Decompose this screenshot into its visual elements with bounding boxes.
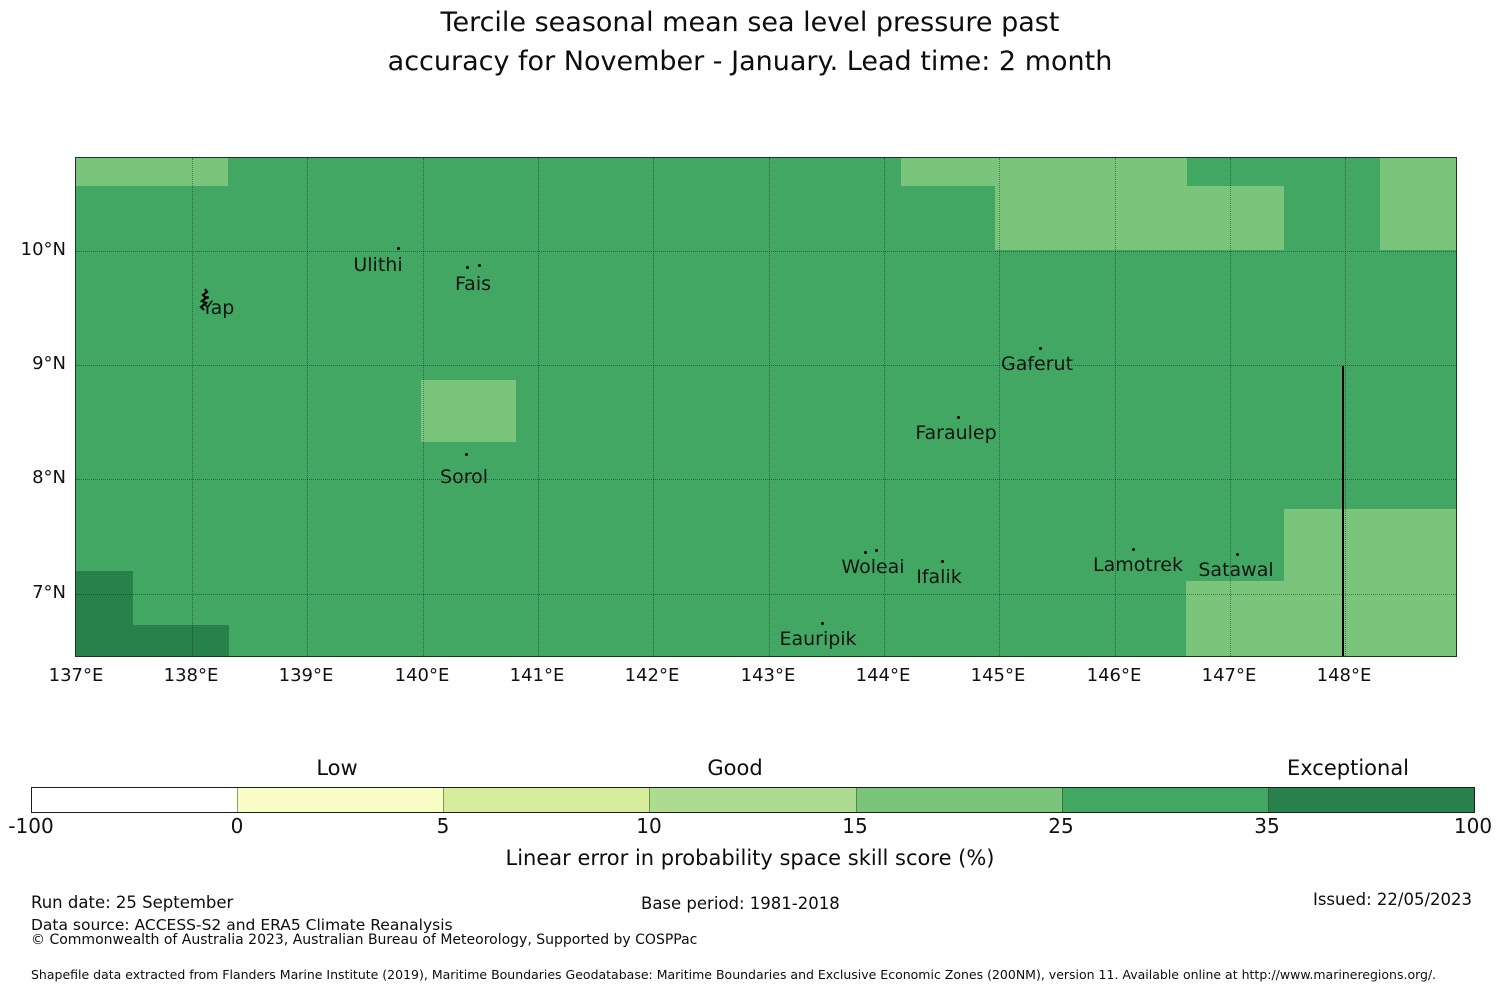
x-axis-tick-label: 144°E [855,665,911,686]
colorbar-zone-label: Low [316,756,358,780]
skill-cell-15-25 [995,158,1187,250]
footer-run-date: Run date: 25 September [31,893,234,912]
island-marker-dot [941,560,944,563]
y-axis-tick-label: 8°N [32,467,66,488]
footer-base-period: Base period: 1981-2018 [641,894,840,913]
island-label-sorol: Sorol [440,466,488,488]
colorbar-segment [443,788,650,812]
island-label-eauripik: Eauripik [779,628,857,650]
x-axis-tick-label: 148°E [1316,665,1372,686]
colorbar-tick-label: 5 [436,814,450,838]
gridline-vertical [1115,158,1116,656]
gridline-vertical [999,158,1000,656]
gridline-vertical [192,158,193,656]
colorbar-zone-label: Exceptional [1286,756,1410,780]
island-marker-dot [821,622,824,625]
skill-cell-15-25 [1187,186,1284,250]
y-axis-tick-label: 9°N [32,353,66,374]
colorbar-segment [855,788,1062,812]
island-label-ifalik: Ifalik [916,566,962,588]
footer-data-source: Data source: ACCESS-S2 and ERA5 Climate … [31,916,453,934]
colorbar-tick-label: -100 [8,814,54,838]
gridline-vertical [1230,158,1231,656]
colorbar-segment [1267,788,1474,812]
chart-title-line2: accuracy for November - January. Lead ti… [387,46,1113,77]
x-axis-tick-label: 138°E [163,665,219,686]
skill-cell-15-25 [1186,581,1284,656]
colorbar-segment [1061,788,1268,812]
island-marker-dot [478,264,481,267]
skill-score-map: Yap Ulithi Fais Sorol Gaferut Faraulep Woleai I… [75,157,1457,657]
chart-title-line1: Tercile seasonal mean sea level pressure… [440,7,1060,38]
island-marker-dot [1039,347,1042,350]
gridline-vertical [884,158,885,656]
island-marker-dot [465,453,468,456]
gridline-vertical [423,158,424,656]
colorbar-tick-label: 25 [1048,814,1074,838]
skill-cell-15-25 [901,158,995,186]
x-axis-tick-label: 137°E [48,665,104,686]
skill-cell-15-25 [1284,509,1456,656]
colorbar-segment [32,788,238,812]
colorbar-tick-label: 15 [842,814,868,838]
x-axis-tick-label: 146°E [1086,665,1142,686]
island-marker-dot [1236,553,1239,556]
island-label-gaferut: Gaferut [1000,353,1074,375]
gridline-vertical [653,158,654,656]
island-marker-dot [957,416,960,419]
colorbar-axis-label: Linear error in probability space skill … [505,846,995,870]
colorbar [31,787,1475,813]
x-axis-tick-label: 145°E [970,665,1026,686]
yap-island-shape [199,288,209,311]
x-axis-tick-label: 147°E [1201,665,1257,686]
island-marker-dot [206,296,209,299]
gridline-vertical [769,158,770,656]
island-marker-dot [864,551,867,554]
skill-cell-15-25 [421,380,516,442]
colorbar-segment [649,788,856,812]
skill-cell-15-25 [1380,158,1456,250]
island-label-lamotrek: Lamotrek [1093,554,1183,576]
colorbar-zone-label: Good [707,756,763,780]
x-axis-tick-label: 139°E [278,665,334,686]
y-axis-tick-label: 7°N [32,582,66,603]
gridline-vertical [538,158,539,656]
x-axis-tick-label: 141°E [509,665,565,686]
island-marker-dot [397,247,400,250]
skill-cell-35-100 [76,571,133,656]
island-label-ulithi: Ulithi [353,254,403,276]
x-axis-tick-label: 140°E [394,665,450,686]
island-marker-dot [466,266,469,269]
island-marker-dot [1132,548,1135,551]
colorbar-tick-label: 10 [636,814,662,838]
gridline-horizontal [76,365,1456,366]
y-axis-tick-label: 10°N [20,239,66,260]
island-label-fais: Fais [454,273,492,295]
footer-issued-date: Issued: 22/05/2023 [1312,890,1472,909]
island-label-yap: Yap [201,297,235,319]
island-marker-dot [875,549,878,552]
colorbar-tick-label: 100 [1453,814,1493,838]
gridline-horizontal [76,251,1456,252]
island-label-faraulep: Faraulep [915,422,997,444]
gridline-vertical [1345,158,1346,656]
x-axis-tick-label: 142°E [624,665,680,686]
skill-cell-35-100 [133,625,229,656]
skill-cell-15-25 [76,158,228,186]
footer-shapefile-attribution: Shapefile data extracted from Flanders M… [31,967,1437,982]
island-label-satawal: Satawal [1198,559,1274,581]
colorbar-tick-label: 0 [230,814,244,838]
colorbar-segment [237,788,444,812]
eez-boundary-line [1342,366,1344,656]
chart-title: Tercile seasonal mean sea level pressure… [0,3,1500,81]
gridline-horizontal [76,594,1456,595]
x-axis-tick-label: 143°E [740,665,796,686]
colorbar-tick-label: 35 [1254,814,1280,838]
gridline-horizontal [76,479,1456,480]
gridline-vertical [307,158,308,656]
footer-copyright: © Commonwealth of Australia 2023, Austra… [31,932,698,948]
island-label-woleai: Woleai [841,556,905,578]
